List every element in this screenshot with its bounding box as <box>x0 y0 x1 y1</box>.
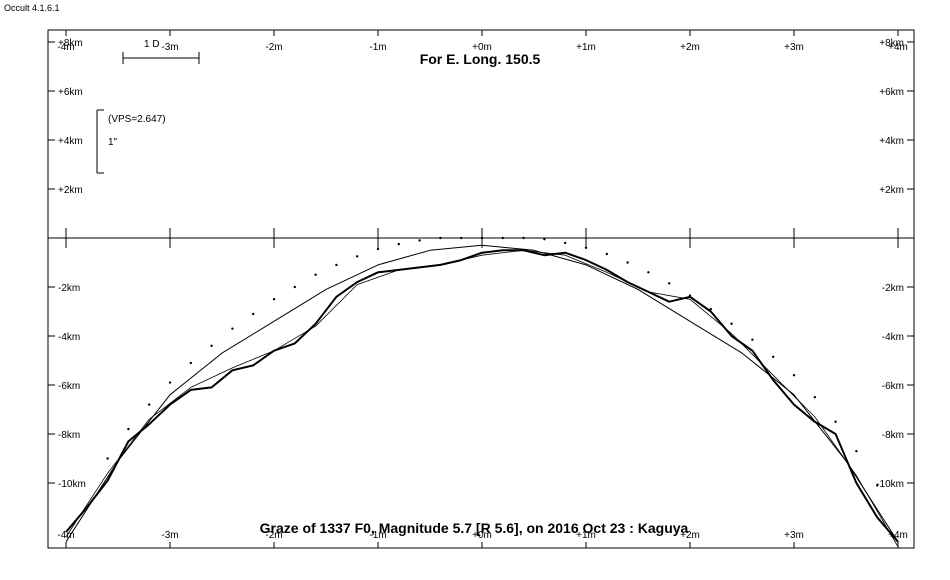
y-tick-label-right: -2km <box>882 283 904 294</box>
profile-dot <box>480 236 484 240</box>
chart-series <box>65 236 899 547</box>
profile-dot <box>834 420 837 423</box>
profile-dot <box>376 247 380 251</box>
y-tick-label-left: +6km <box>58 87 83 98</box>
app-title: Occult 4.1.6.1 <box>4 3 60 13</box>
scale-bar-label: 1 D <box>144 39 160 50</box>
profile-dot <box>293 285 296 289</box>
profile-dot <box>605 252 608 256</box>
profile-dot <box>584 246 588 249</box>
y-tick-label-right: -8km <box>882 430 904 441</box>
profile-dot <box>252 312 255 316</box>
dotted-profile-series <box>106 236 879 487</box>
mean-limb-line <box>65 244 899 543</box>
axis-ticks: -4m -4m -3m -3m -2m -2m -1m -1m +0m +0m +1m +1m +2m +… <box>48 30 914 548</box>
x-tick-label-top: +2m <box>680 42 700 53</box>
y-tick-label-right: -6km <box>882 381 904 392</box>
profile-dot <box>106 457 109 460</box>
x-tick-label-bottom: +0m <box>472 530 492 541</box>
y-tick-label-left: +8km <box>58 38 83 49</box>
y-tick-label-right: +8km <box>879 38 904 49</box>
x-tick-label-bottom: -1m <box>369 530 386 541</box>
arc-second-label: 1" <box>108 137 118 148</box>
profile-dot <box>356 255 359 258</box>
profile-dot <box>730 322 733 325</box>
profile-dot <box>522 236 525 240</box>
profile-dot <box>148 403 151 406</box>
vps-label: (VPS=2.647) <box>108 114 166 125</box>
smoothed-limb-line <box>65 249 899 547</box>
vertical-scale-bracket: (VPS=2.647) 1" <box>96 109 166 174</box>
kaguya-limb-profile-line <box>65 249 899 543</box>
profile-dot <box>876 484 879 487</box>
profile-dot <box>709 307 712 311</box>
profile-dot <box>564 241 567 245</box>
x-tick-label-bottom: -3m <box>161 530 178 541</box>
x-tick-label-bottom: +2m <box>680 530 700 541</box>
profile-dot <box>688 294 692 297</box>
profile-dot <box>772 355 775 359</box>
scale-bar: 1 D <box>122 39 200 64</box>
profile-dot <box>751 338 754 341</box>
x-tick-label-top: +4m <box>888 42 908 53</box>
y-tick-label-left: -8km <box>58 430 80 441</box>
chart-title: For E. Long. 150.5 <box>420 51 541 67</box>
x-tick-label-top: -4m <box>57 42 74 53</box>
x-tick-label-bottom: +1m <box>576 530 596 541</box>
y-tick-label-left: -2km <box>58 283 80 294</box>
plot-frame <box>47 29 915 549</box>
y-tick-label-right: +2km <box>879 185 904 196</box>
profile-dot <box>231 327 234 330</box>
profile-dot <box>272 298 276 301</box>
x-tick-label-bottom: +3m <box>784 530 804 541</box>
profile-dot <box>439 236 442 240</box>
profile-dot <box>647 271 650 274</box>
profile-dot <box>397 242 400 246</box>
profile-dot <box>189 361 192 365</box>
profile-dot <box>314 273 317 276</box>
y-tick-label-left: +4km <box>58 136 83 147</box>
profile-dot <box>855 449 858 453</box>
profile-dot <box>127 427 130 431</box>
x-tick-label-top: -2m <box>265 42 282 53</box>
y-tick-label-right: -4km <box>882 332 904 343</box>
x-tick-label-top: -3m <box>161 42 178 53</box>
y-tick-label-left: -10km <box>58 479 86 490</box>
profile-dot <box>168 381 172 384</box>
profile-dot <box>792 374 796 377</box>
x-tick-label-bottom: -4m <box>57 530 74 541</box>
profile-dot <box>668 282 671 285</box>
x-tick-label-top: +0m <box>472 42 492 53</box>
y-tick-label-right: +4km <box>879 136 904 147</box>
x-tick-label-top: +3m <box>784 42 804 53</box>
x-tick-label-top: -1m <box>369 42 386 53</box>
profile-dot <box>210 344 213 347</box>
profile-dot <box>460 236 463 240</box>
profile-dot <box>418 239 421 242</box>
profile-dot <box>543 238 546 241</box>
profile-dot <box>501 236 504 240</box>
x-tick-label-top: +1m <box>576 42 596 53</box>
y-tick-label-left: -4km <box>58 332 80 343</box>
profile-dot <box>626 261 629 264</box>
chart-subtitle: Graze of 1337 F0, Magnitude 5.7 [R 5.6],… <box>260 520 689 536</box>
y-tick-label-right: -10km <box>876 479 904 490</box>
x-tick-label-bottom: -2m <box>265 530 282 541</box>
profile-dot <box>813 396 816 399</box>
y-tick-label-left: -6km <box>58 381 80 392</box>
y-tick-label-left: +2km <box>58 185 83 196</box>
profile-dot <box>335 263 338 267</box>
x-tick-label-bottom: +4m <box>888 530 908 541</box>
y-tick-label-right: +6km <box>879 87 904 98</box>
